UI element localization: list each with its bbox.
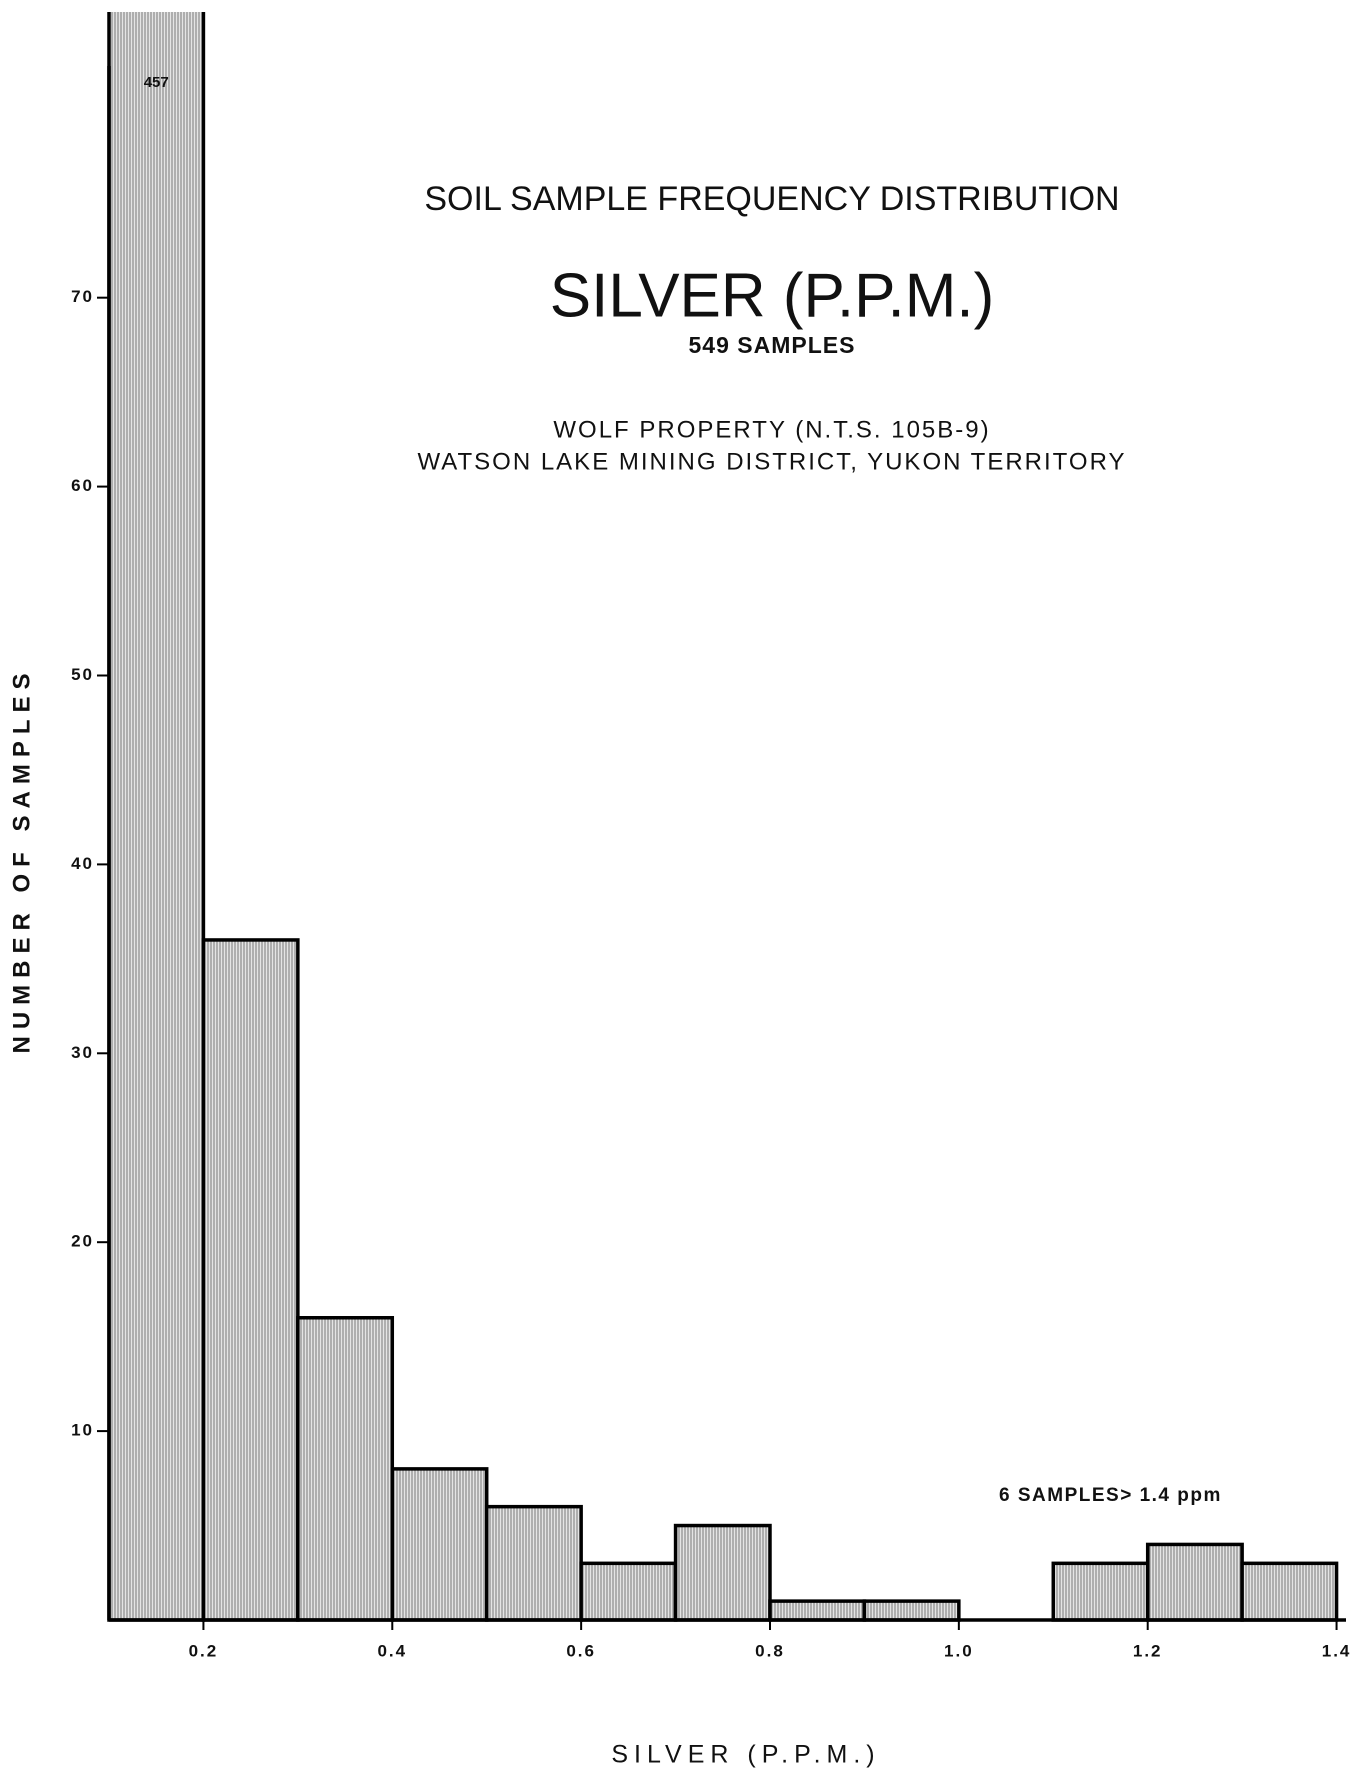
value-label: 457 [144, 74, 169, 91]
y-tick-label: 70 [71, 287, 94, 306]
sample-count: 549 SAMPLES [689, 332, 856, 358]
chart-subtitle: SILVER (P.P.M.) [550, 261, 995, 330]
x-axis-label: SILVER (P.P.M.) [611, 1741, 880, 1769]
y-axis-label: NUMBER OF SAMPLES [8, 666, 35, 1053]
y-tick-label: 60 [71, 476, 94, 495]
x-tick-label: 0.8 [755, 1641, 785, 1660]
bar [673, 1523, 772, 1622]
bar [768, 1599, 867, 1622]
bar [579, 1561, 678, 1622]
x-tick-label: 0.2 [189, 1641, 219, 1660]
x-tick-label: 1.4 [1322, 1641, 1352, 1660]
y-tick-label: 10 [71, 1421, 94, 1440]
bar [484, 1504, 583, 1622]
bar [1240, 1561, 1339, 1622]
y-tick-label: 20 [71, 1232, 94, 1251]
location-line: WATSON LAKE MINING DISTRICT, YUKON TERRI… [418, 448, 1127, 475]
x-tick-label: 0.6 [566, 1641, 596, 1660]
y-tick-label: 40 [71, 854, 94, 873]
location-line: WOLF PROPERTY (N.T.S. 105B-9) [553, 416, 990, 443]
bar [862, 1599, 961, 1622]
bar [390, 1467, 489, 1622]
y-tick-label: 30 [71, 1043, 94, 1062]
bars [107, 12, 1339, 1622]
bar [296, 1316, 395, 1622]
bar [1145, 1542, 1244, 1622]
x-tick-label: 1.0 [944, 1641, 974, 1660]
x-tick-label: 1.2 [1133, 1641, 1163, 1660]
bar [201, 938, 300, 1622]
annotation: 6 SAMPLES> 1.4 ppm [999, 1485, 1222, 1506]
chart-title: SOIL SAMPLE FREQUENCY DISTRIBUTION [424, 180, 1119, 218]
x-tick-label: 0.4 [377, 1641, 407, 1660]
bar [107, 12, 206, 1622]
bar [1051, 1561, 1150, 1622]
y-tick-label: 50 [71, 665, 94, 684]
